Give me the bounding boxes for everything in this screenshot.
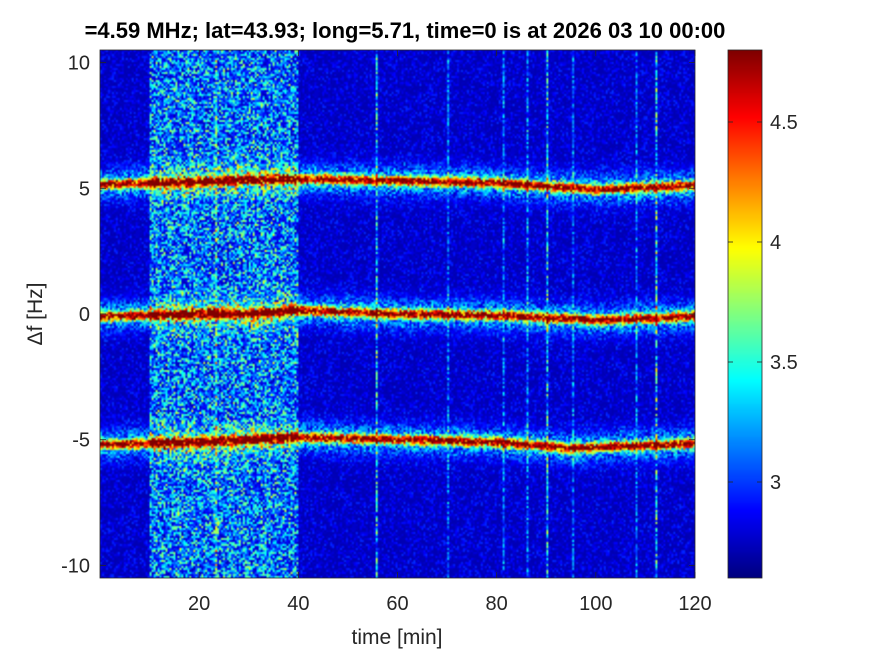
x-axis: 20 40 60 80 100 120 (188, 50, 712, 615)
chart-title: =4.59 MHz; lat=43.93; long=5.71, time=0 … (85, 18, 726, 43)
spectrogram-heatmap (100, 50, 695, 578)
x-tick-label: 40 (287, 593, 309, 615)
colorbar (728, 50, 762, 578)
x-tick-label: 100 (579, 593, 612, 615)
x-tick-label: 60 (386, 593, 408, 615)
y-tick-label: 10 (68, 53, 90, 75)
x-tick-label: 20 (188, 593, 210, 615)
colorbar-axis: 3 3.5 4 4.5 (728, 112, 798, 494)
colorbar-tick-label: 4.5 (770, 112, 798, 134)
y-tick-label: -5 (72, 430, 90, 452)
x-tick-label: 120 (678, 593, 711, 615)
colorbar-tick-label: 3 (770, 472, 781, 494)
y-axis-label: Δf [Hz] (24, 282, 47, 345)
y-tick-label: -10 (61, 555, 90, 577)
x-tick-label: 80 (486, 593, 508, 615)
x-axis-label: time [min] (351, 626, 442, 649)
y-tick-label: 0 (79, 304, 90, 326)
y-axis: -10 -5 0 5 10 (61, 53, 695, 577)
y-tick-label: 5 (79, 178, 90, 200)
colorbar-border (727, 49, 763, 579)
colorbar-tick-label: 4 (770, 232, 781, 254)
colorbar-tick-label: 3.5 (770, 352, 798, 374)
